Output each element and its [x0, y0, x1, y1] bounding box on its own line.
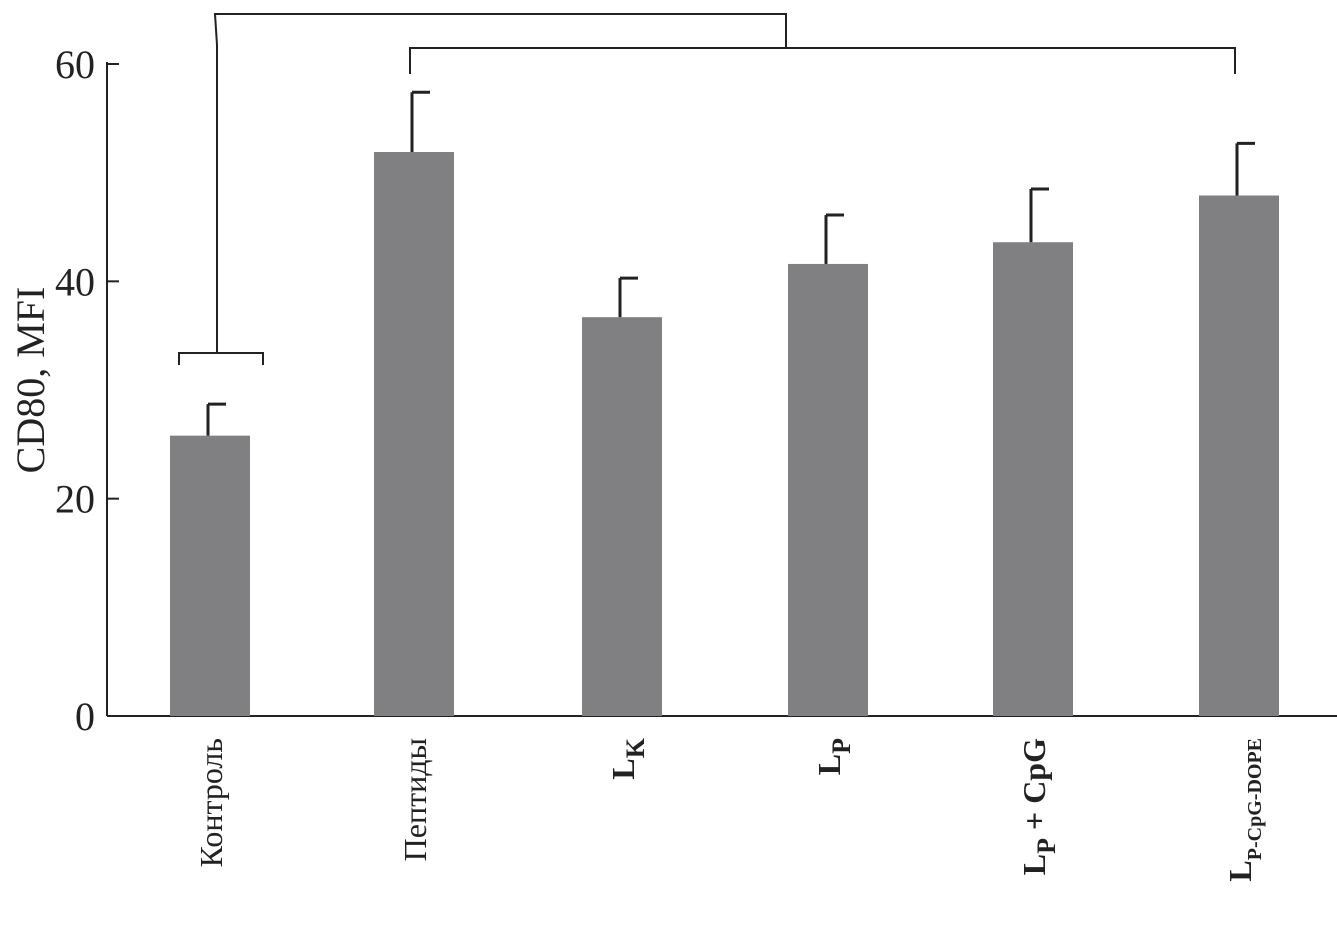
category-label-suffix-4: + CpG — [1016, 738, 1052, 838]
category-label-main-3: L — [811, 754, 847, 775]
y-tick-label-60: 60 — [55, 42, 95, 87]
bar-2 — [582, 317, 662, 716]
category-label-1: Пептиды — [397, 738, 433, 861]
category-label-main-4: L — [1016, 854, 1052, 875]
category-label-0: Контроль — [193, 738, 229, 867]
category-label-sub-4: P — [1032, 838, 1061, 854]
bar-4 — [993, 242, 1073, 717]
bar-5 — [1199, 195, 1279, 716]
y-axis-title: CD80, MFI — [8, 287, 53, 474]
category-label-main-1: Пептиды — [397, 738, 433, 861]
category-label-sub-3: P — [827, 738, 856, 754]
category-label-main-5: L — [1222, 860, 1258, 881]
category-label-sub-2: K — [621, 737, 650, 758]
category-label-main-0: Контроль — [193, 738, 229, 867]
bracket-group-0 — [409, 47, 1236, 74]
bar-3 — [788, 263, 868, 716]
y-tick-label-40: 40 — [55, 259, 95, 304]
bar-1 — [374, 152, 454, 716]
bracket-top-0 — [213, 13, 787, 48]
y-tick-label-0: 0 — [75, 694, 95, 739]
category-label-3: LP — [811, 738, 856, 775]
category-label-2: LK — [605, 737, 650, 779]
y-tick-label-20: 20 — [55, 477, 95, 522]
category-label-5: LP-CpG-DOPE — [1222, 738, 1266, 882]
bracket-hook-0 — [178, 352, 264, 365]
bar-0 — [170, 435, 250, 716]
category-label-4: LP + CpG — [1016, 738, 1061, 875]
category-label-main-2: L — [605, 758, 641, 779]
category-label-sub-5: P-CpG-DOPE — [1244, 738, 1266, 860]
